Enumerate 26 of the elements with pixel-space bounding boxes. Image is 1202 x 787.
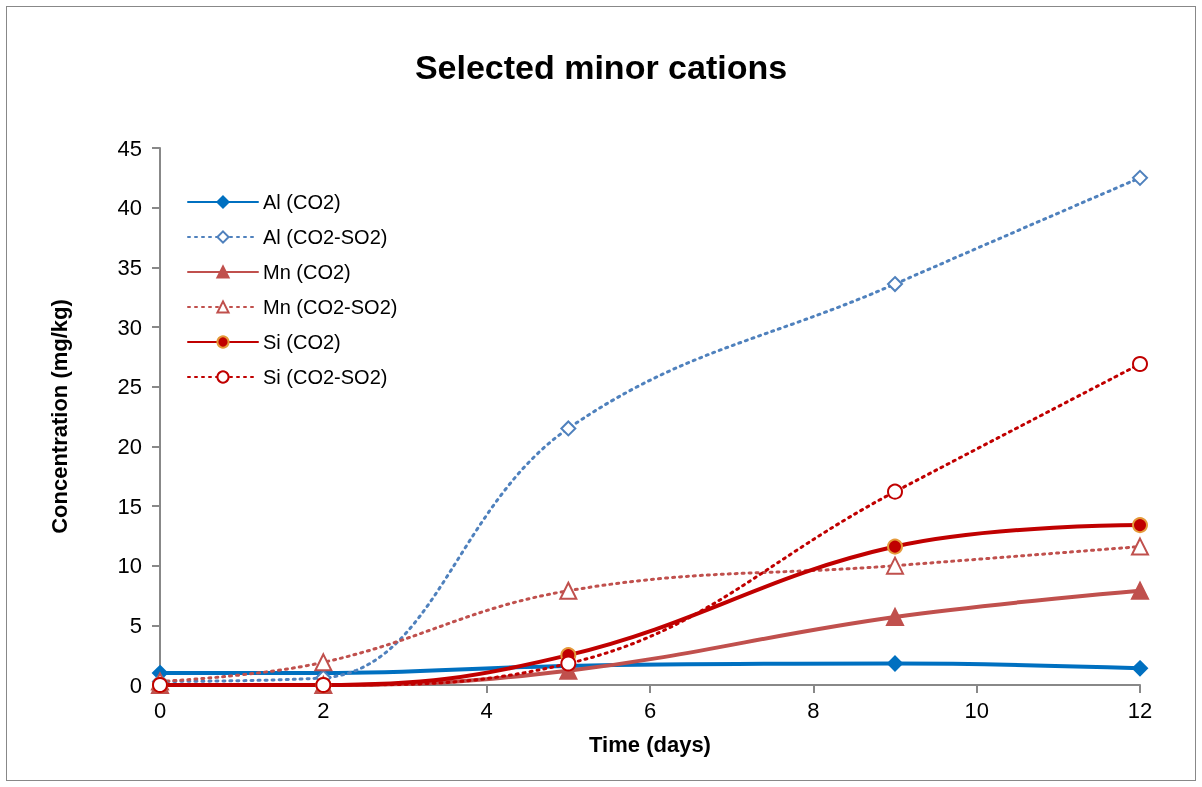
chart-title: Selected minor cations <box>414 48 788 86</box>
x-tick-label: 8 <box>807 697 820 723</box>
x-tick-label: 4 <box>480 697 493 723</box>
y-tick-label: 30 <box>117 314 142 340</box>
legend-label: Mn (CO2-SO2) <box>263 296 398 318</box>
legend-label: Al (CO2) <box>263 191 341 213</box>
x-tick-label: 0 <box>153 697 167 723</box>
y-tick-label: 35 <box>117 254 142 280</box>
legend-label: Si (CO2) <box>263 331 341 353</box>
y-tick-label: 10 <box>117 553 142 579</box>
legend-label: Mn (CO2) <box>263 261 351 283</box>
x-tick-label: 2 <box>317 697 330 723</box>
y-tick-label: 45 <box>117 135 142 161</box>
y-tick-label: 20 <box>117 433 142 459</box>
x-tick-label: 10 <box>964 697 989 723</box>
x-tick-label: 12 <box>1127 697 1153 723</box>
y-tick-label: 25 <box>117 374 142 400</box>
y-tick-label: 0 <box>129 672 142 698</box>
y-tick-label: 5 <box>129 612 142 638</box>
legend-label: Si (CO2-SO2) <box>263 366 388 388</box>
y-tick-label: 15 <box>117 493 142 519</box>
x-axis-title: Time (days) <box>589 731 711 757</box>
y-axis-title: Concentration (mg/kg) <box>46 299 72 534</box>
y-tick-label: 40 <box>117 195 142 221</box>
legend-label: Al (CO2-SO2) <box>263 226 388 248</box>
x-tick-label: 6 <box>643 697 657 723</box>
